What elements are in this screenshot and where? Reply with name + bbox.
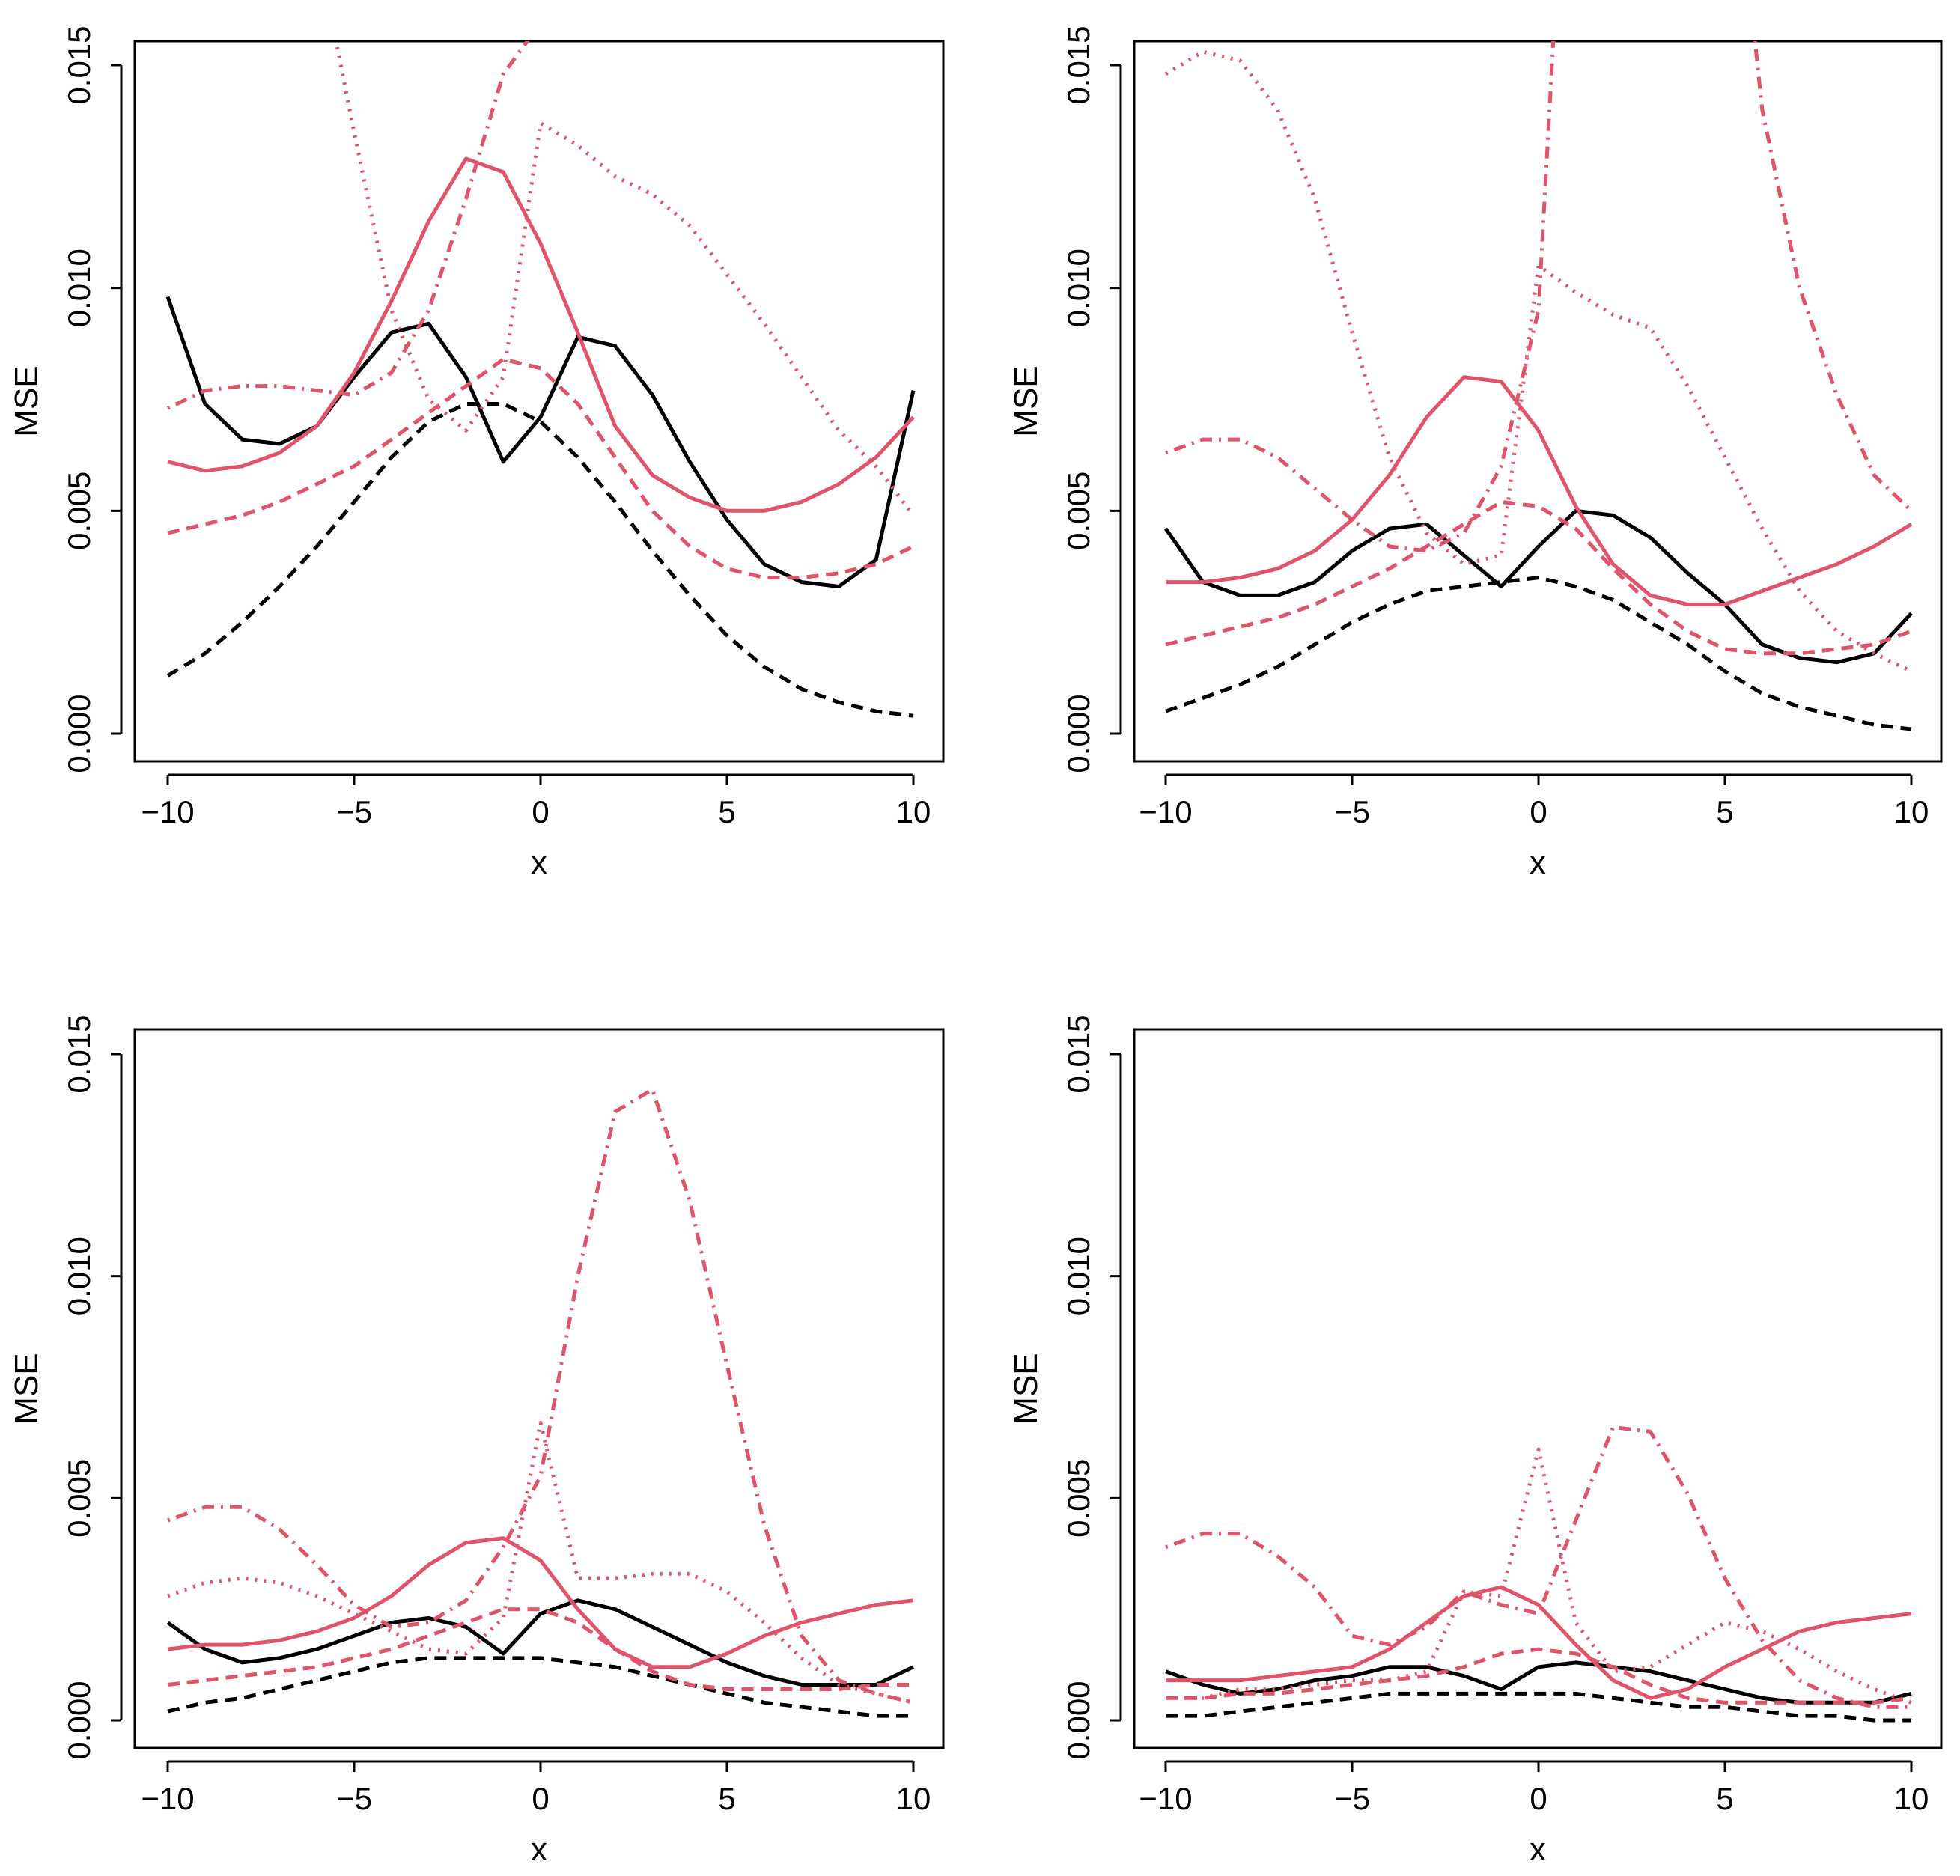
y-tick-label: 0.015 (61, 25, 97, 104)
x-axis-label: x (531, 1831, 547, 1868)
plot-frame (1133, 1028, 1943, 1749)
series-line-red-dotted (334, 41, 915, 517)
series-line-red-solid (1166, 1585, 1912, 1700)
y-tick-label: 0.005 (1061, 1459, 1096, 1538)
x-tick-label: 5 (718, 1781, 735, 1816)
panel-1: −10 −5 0 5 10 0.000 0.005 0.010 0.015 x MSE (8, 25, 945, 881)
y-tick-label: 0.015 (61, 1014, 97, 1093)
y-tick-label: 0.015 (1061, 1014, 1096, 1093)
x-tick-label: 0 (532, 1781, 549, 1816)
x-tick-label: −5 (336, 1781, 372, 1816)
series-line-red-dotdash (1165, 41, 1913, 553)
series-group (166, 1088, 915, 1718)
panel-2: −10 −5 0 5 10 0.000 0.005 0.010 0.015 x MSE (1008, 25, 1943, 881)
x-tick-label: 10 (1894, 1781, 1929, 1816)
y-tick-label: 0.010 (61, 249, 97, 327)
y-tick-label: 0.015 (1061, 25, 1096, 104)
series-line-red-dashed (1165, 499, 1912, 656)
series-line-black-solid (1163, 508, 1913, 665)
y-tick-label: 0.000 (61, 694, 97, 773)
x-tick-label: −5 (1334, 794, 1370, 829)
x-tick-label: 10 (1894, 794, 1929, 829)
y-axis-label: MSE (1008, 1353, 1044, 1424)
series-line-red-dashed (167, 357, 915, 580)
y-axis-label: MSE (8, 365, 45, 436)
y-tick-label: 0.000 (1061, 694, 1096, 773)
series-line-black-dashed (166, 402, 914, 718)
x-tick-label: −10 (1139, 794, 1192, 829)
series-group (165, 41, 916, 718)
x-tick-label: 10 (896, 794, 931, 829)
series-line-black-dashed (167, 1656, 913, 1718)
y-tick-label: 0.005 (61, 1459, 97, 1538)
x-tick-label: 0 (1530, 794, 1547, 829)
y-tick-label: 0.005 (1061, 472, 1096, 550)
plot-frame (133, 1028, 945, 1749)
series-line-red-dotted (1166, 1447, 1912, 1705)
x-tick-label: −10 (141, 794, 194, 829)
series-line-red-dotted (167, 1421, 914, 1705)
x-tick-label: −5 (336, 794, 372, 829)
y-tick-label: 0.005 (61, 472, 97, 550)
y-axis-label: MSE (1008, 365, 1044, 436)
x-axis-label: x (1530, 844, 1546, 881)
y-tick-label: 0.000 (1061, 1681, 1096, 1759)
series-line-red-dotdash (167, 1088, 914, 1705)
x-tick-label: −10 (141, 1781, 194, 1816)
y-tick-label: 0.010 (61, 1237, 97, 1315)
series-line-black-solid (165, 296, 916, 588)
x-tick-label: −5 (1334, 1781, 1370, 1816)
plot-frame (1133, 40, 1943, 763)
x-tick-label: 0 (1530, 1781, 1547, 1816)
y-tick-label: 0.010 (1061, 249, 1096, 327)
series-line-black-solid (1165, 1660, 1912, 1705)
panel-3: −10 −5 0 5 10 0.000 0.005 0.010 0.015 x MSE (8, 1014, 945, 1868)
series-line-red-dotdash (166, 41, 530, 410)
series-line-black-dashed (1165, 576, 1912, 731)
x-axis-label: x (531, 844, 547, 881)
plot-frame (133, 40, 945, 763)
series-group (1165, 1425, 1912, 1723)
x-tick-label: 10 (896, 1781, 931, 1816)
x-tick-label: 5 (1716, 794, 1733, 829)
x-tick-label: 5 (718, 794, 735, 829)
panel-4: −10 −5 0 5 10 0.000 0.005 0.010 0.015 x MSE (1008, 1014, 1943, 1868)
y-tick-label: 0.010 (1061, 1237, 1096, 1315)
series-line-black-solid (166, 1598, 915, 1687)
series-line-red-solid (1166, 375, 1913, 606)
series-line-black-dashed (1166, 1691, 1911, 1723)
x-tick-label: 5 (1716, 1781, 1733, 1816)
x-tick-label: 0 (532, 794, 549, 829)
y-axis-label: MSE (8, 1353, 45, 1424)
series-line-red-dotdash (1165, 1425, 1911, 1709)
x-tick-label: −10 (1139, 1781, 1192, 1816)
series-line-red-solid (167, 156, 915, 513)
series-line-red-solid (167, 1536, 914, 1669)
series-group (1163, 41, 1913, 731)
x-axis-label: x (1530, 1831, 1546, 1868)
series-line-red-dashed (1166, 1647, 1912, 1705)
y-tick-label: 0.000 (61, 1681, 97, 1759)
series-line-red-dashed (167, 1607, 913, 1691)
